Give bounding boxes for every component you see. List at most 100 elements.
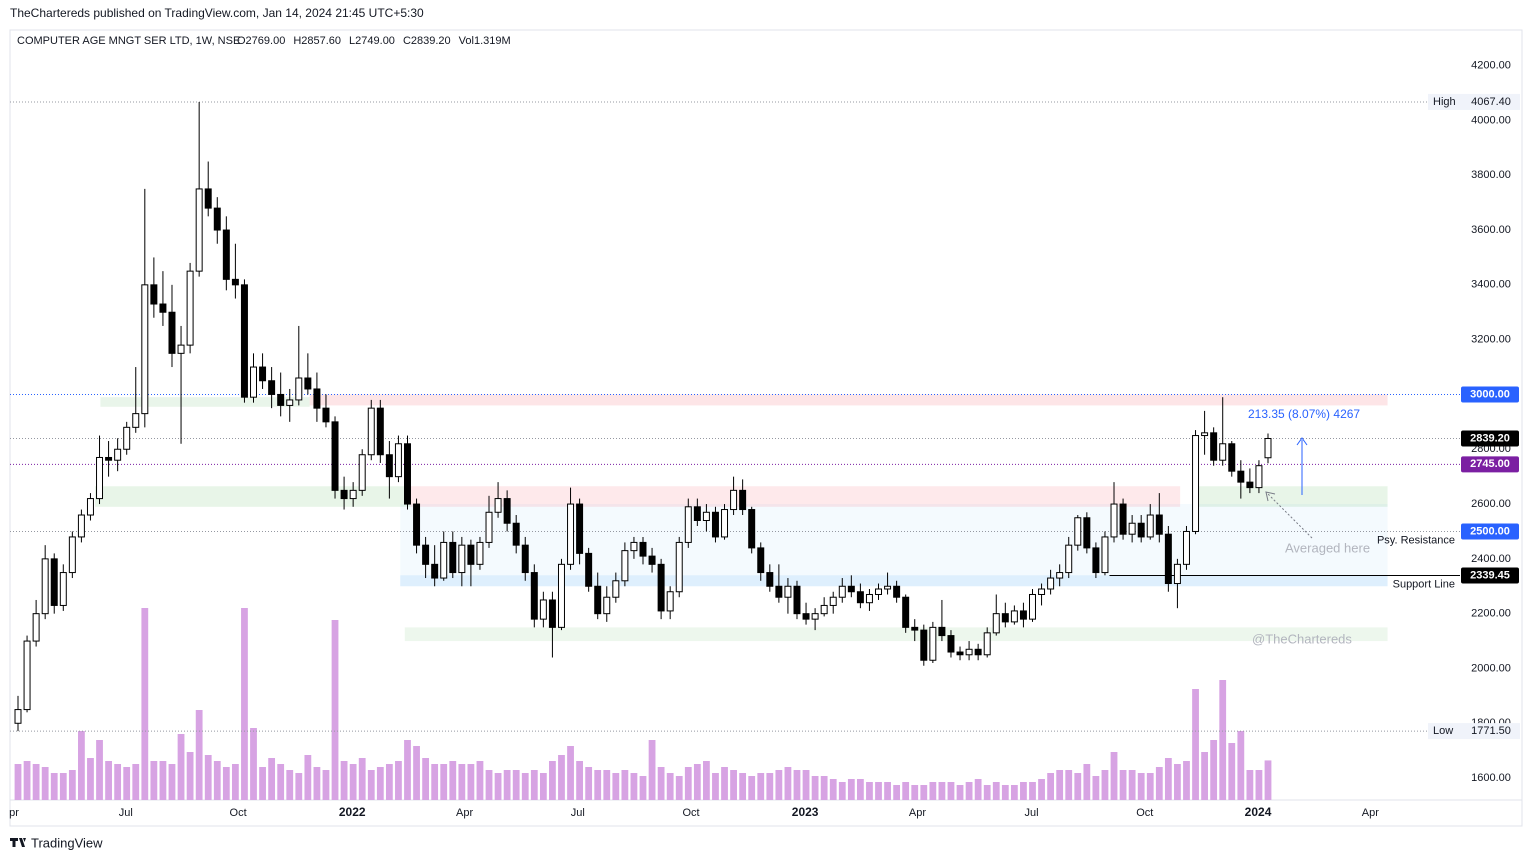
candle-body xyxy=(286,399,294,406)
volume-bar xyxy=(521,773,529,800)
level-label: 2745.00 xyxy=(1470,458,1510,470)
candle-body xyxy=(829,596,837,606)
volume-bar xyxy=(512,770,520,800)
y-tick-label: 1600.00 xyxy=(1471,772,1511,784)
candle-body xyxy=(1119,503,1127,535)
candle-body xyxy=(1173,563,1181,585)
volume-bar xyxy=(259,767,266,800)
volume-bar xyxy=(884,782,891,800)
volume-bar xyxy=(938,782,946,800)
candle-body xyxy=(938,626,946,637)
volume-bar xyxy=(114,764,122,800)
candle-body xyxy=(974,648,982,656)
x-tick-label: 2022 xyxy=(339,805,366,819)
candle-body xyxy=(757,547,765,574)
candle-body xyxy=(594,585,602,615)
volume-bar xyxy=(277,764,285,800)
volume-bar xyxy=(549,761,556,800)
candle-body xyxy=(313,388,321,409)
level-box xyxy=(1428,93,1520,110)
volume-bar xyxy=(748,776,756,800)
candle-body xyxy=(213,207,221,231)
candle-body xyxy=(992,613,1000,634)
candle-body xyxy=(1056,572,1064,579)
volume-bar xyxy=(630,773,638,800)
volume-bar xyxy=(1065,770,1073,800)
volume-bar xyxy=(576,761,583,800)
volume-bar xyxy=(775,770,783,800)
volume-bar xyxy=(250,728,257,800)
volume-bar xyxy=(449,761,457,800)
volume-bar xyxy=(1047,773,1055,800)
candle-body xyxy=(1237,470,1245,483)
candle-body xyxy=(105,456,113,461)
candle-body xyxy=(304,377,312,390)
volume-bar xyxy=(376,767,384,800)
volume-bar xyxy=(811,776,819,800)
candle-body xyxy=(231,278,239,286)
volume-bar xyxy=(657,767,665,800)
candles xyxy=(14,101,1272,732)
volume-bar xyxy=(739,773,747,800)
volume-bar xyxy=(313,767,321,800)
candle-body xyxy=(811,613,819,620)
candle-body xyxy=(1047,577,1055,590)
y-tick-label: 2000.00 xyxy=(1471,662,1511,674)
volume-bar xyxy=(32,764,40,800)
volume-bar xyxy=(530,770,538,800)
candle-body xyxy=(385,454,393,478)
level-box xyxy=(1461,386,1519,403)
level-label: 2500.00 xyxy=(1470,525,1510,537)
volume-bar xyxy=(96,740,103,800)
volume-bar xyxy=(1074,773,1082,800)
volume-bar xyxy=(567,746,574,800)
candle-body xyxy=(277,393,285,406)
x-tick-label: Oct xyxy=(1136,807,1153,819)
y-tick-label: 2400.00 xyxy=(1471,553,1511,565)
volume-bar xyxy=(675,776,683,800)
candle-body xyxy=(684,506,692,543)
level-box xyxy=(1461,523,1519,540)
candle-body xyxy=(784,585,792,598)
volume-bar xyxy=(1246,770,1254,800)
candle-body xyxy=(548,599,556,628)
candle-body xyxy=(150,284,158,305)
volume-bar xyxy=(847,779,855,800)
volume-bar xyxy=(983,785,991,800)
footer-logo: TradingView xyxy=(10,835,103,850)
x-tick-label: Jul xyxy=(571,807,585,819)
volume-bar xyxy=(213,761,221,800)
y-tick-label: 3400.00 xyxy=(1471,279,1511,291)
volume-bar xyxy=(965,782,973,800)
volume-bar xyxy=(322,770,330,800)
candle-body xyxy=(295,377,303,401)
volume-bar xyxy=(1210,740,1218,800)
candle-body xyxy=(1029,593,1036,620)
volume-bar xyxy=(340,761,348,800)
volume-bar xyxy=(485,770,493,800)
candle-body xyxy=(875,588,882,595)
level-label: 1771.50 xyxy=(1471,725,1511,737)
volume-bar xyxy=(856,779,864,800)
candle-body xyxy=(567,503,575,565)
candle-body xyxy=(865,593,873,604)
x-tick-label: Jul xyxy=(1025,807,1039,819)
volume-bar xyxy=(866,782,873,800)
zone xyxy=(410,486,1181,507)
zone xyxy=(400,504,1388,587)
candle-body xyxy=(766,572,774,587)
volume-bar xyxy=(1137,773,1145,800)
candle-body xyxy=(50,558,58,606)
volume-bar xyxy=(920,785,928,800)
candle-body xyxy=(1101,536,1109,574)
volume-bar xyxy=(286,770,294,800)
candle-body xyxy=(711,511,719,538)
candle-body xyxy=(1137,522,1145,538)
annotations: 213.35 (8.07%) 4267 Averaged here @TheCh… xyxy=(1248,407,1370,646)
volume-bar xyxy=(1264,760,1272,800)
candle-body xyxy=(730,489,738,511)
volume-bar xyxy=(1255,770,1263,800)
volume-bar xyxy=(1110,752,1118,800)
candle-body xyxy=(1038,588,1046,595)
volume-bar xyxy=(721,767,728,800)
